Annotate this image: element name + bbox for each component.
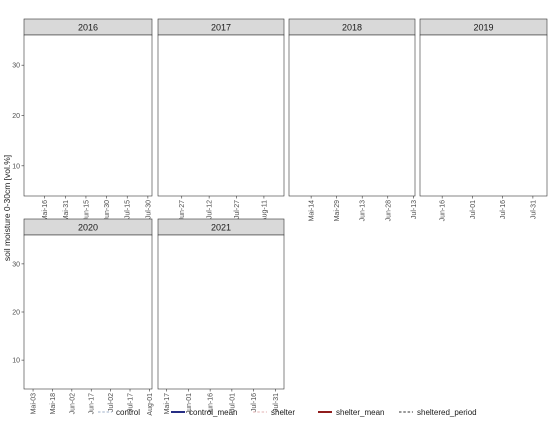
legend-label: sheltered_period <box>417 408 477 417</box>
panel-border <box>23 234 153 390</box>
x-tick-label: Jul-31 <box>530 200 537 219</box>
x-tick-label: Jun-27 <box>179 200 186 222</box>
panel-border <box>288 34 416 197</box>
x-tick-label: Jul-30 <box>145 200 152 219</box>
panel-border <box>23 34 153 197</box>
x-tick-label: Jun-28 <box>385 200 392 222</box>
panel-2018: 2018 Mai-14 Mai-29 Jun-13 Jun-28 Jul-13 <box>288 18 418 222</box>
x-tick-label: Jul-13 <box>411 200 418 219</box>
panel-2019: 2019 Jun-16 Jul-01 Jul-16 Jul-31 <box>419 18 548 222</box>
x-tick-label: Jul-01 <box>470 200 477 219</box>
legend-label: shelter_mean <box>336 408 384 417</box>
legend-label: control_mean <box>189 408 237 417</box>
x-tick-label: Mai-14 <box>309 200 316 222</box>
x-tick-label: Jul-02 <box>108 393 115 412</box>
y-tick-label: 30 <box>12 261 20 268</box>
x-tick-label: Jul-16 <box>251 393 258 412</box>
x-tick-label: Jun-30 <box>104 200 111 222</box>
x-tick-label: Jul-01 <box>229 393 236 412</box>
legend-item-control_mean: control_mean <box>171 408 237 417</box>
panel-title: 2016 <box>78 23 98 33</box>
y-tick-label: 10 <box>12 358 20 365</box>
panel-title: 2021 <box>211 223 231 233</box>
panel-2016: 2016 10 20 30 Mai-16 Mai-31 Jun-15 Jun-30 Jul-15… <box>12 18 153 222</box>
panel-title: 2019 <box>473 23 493 33</box>
y-tick-label: 20 <box>12 113 20 120</box>
x-tick-label: Jul-27 <box>234 200 241 219</box>
x-tick-label: Jun-17 <box>89 393 96 415</box>
x-tick-label: Aug-11 <box>261 200 268 222</box>
panel-2021: 2021 Mai-17 Jun-01 Jun-16 Jul-01 Jul-16 Jul-31 <box>157 218 285 415</box>
x-tick-label: Mai-18 <box>50 393 57 415</box>
x-tick-label: Jun-15 <box>83 200 90 222</box>
x-tick-label: Mai-16 <box>42 200 49 222</box>
panel-title: 2018 <box>342 23 362 33</box>
y-tick-label: 10 <box>12 163 20 170</box>
x-tick-label: Jul-12 <box>207 200 214 219</box>
x-tick-label: Aug-01 <box>147 393 154 416</box>
legend-item-shelter: shelter <box>253 408 295 417</box>
y-tick-label: 20 <box>12 310 20 317</box>
x-tick-label: Jun-16 <box>208 393 215 415</box>
x-tick-label: Jul-31 <box>273 393 280 412</box>
y-tick-label: 30 <box>12 63 20 70</box>
x-tick-label: Mai-29 <box>334 200 341 222</box>
panel-border <box>157 34 285 197</box>
legend-item-shelter_mean: shelter_mean <box>318 408 384 417</box>
legend-label: shelter <box>271 408 295 417</box>
x-tick-label: Jun-16 <box>440 200 447 222</box>
legend-item-sheltered_period: sheltered_period <box>399 408 477 417</box>
panel-border <box>157 234 285 390</box>
panel-title: 2017 <box>211 23 231 33</box>
x-tick-label: Jul-15 <box>125 200 132 219</box>
legend-label: control <box>116 408 140 417</box>
panel-title: 2020 <box>78 223 98 233</box>
panel-border <box>419 34 548 197</box>
x-tick-label: Mai-31 <box>63 200 70 222</box>
panel-2020: 2020 10 20 30 Mai-03 Mai-18 Jun-02 Jun-17 Jul-02… <box>12 218 154 416</box>
legend-item-control: control <box>98 408 140 417</box>
y-axis-title: soil moisture 0-30cm [vol.%] <box>2 155 12 261</box>
x-tick-label: Jul-17 <box>128 393 135 412</box>
x-tick-label: Jun-02 <box>69 393 76 415</box>
x-tick-label: Mai-17 <box>164 393 171 415</box>
panel-2017: 2017 Jun-27 Jul-12 Jul-27 Aug-11 <box>157 18 285 222</box>
x-tick-label: Mai-03 <box>31 393 38 415</box>
chart-legend: control control_mean shelter shelter_mean sh… <box>98 408 477 417</box>
x-tick-label: Jul-16 <box>500 200 507 219</box>
facet-panels: 2016 10 20 30 Mai-16 Mai-31 Jun-15 Jun-30 Jul-15… <box>12 18 548 416</box>
x-tick-label: Jun-01 <box>186 393 193 415</box>
x-tick-label: Jun-13 <box>360 200 367 222</box>
